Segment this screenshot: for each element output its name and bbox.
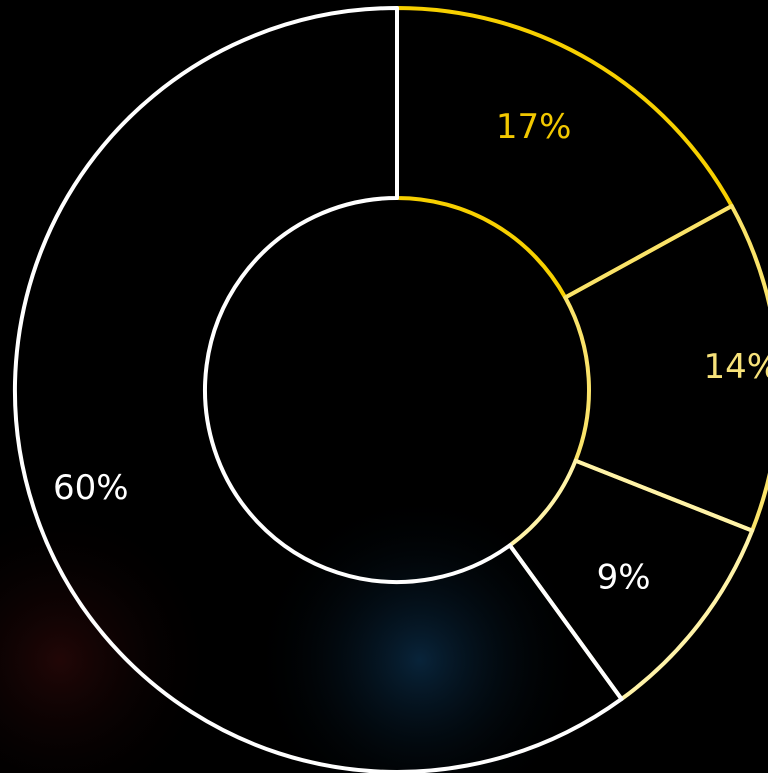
- slice-label-1: 17%: [496, 107, 572, 147]
- donut-slice-1: [395, 6, 734, 300]
- slice-label-4: 60%: [53, 468, 129, 508]
- donut-slice-2: [563, 203, 768, 533]
- donut-labels: 17% 14% 9% 60%: [53, 107, 768, 597]
- slice-label-2: 14%: [704, 347, 768, 387]
- donut-slice-4: [13, 6, 624, 773]
- donut-slices: [13, 6, 768, 773]
- slice-label-3: 9%: [597, 557, 651, 597]
